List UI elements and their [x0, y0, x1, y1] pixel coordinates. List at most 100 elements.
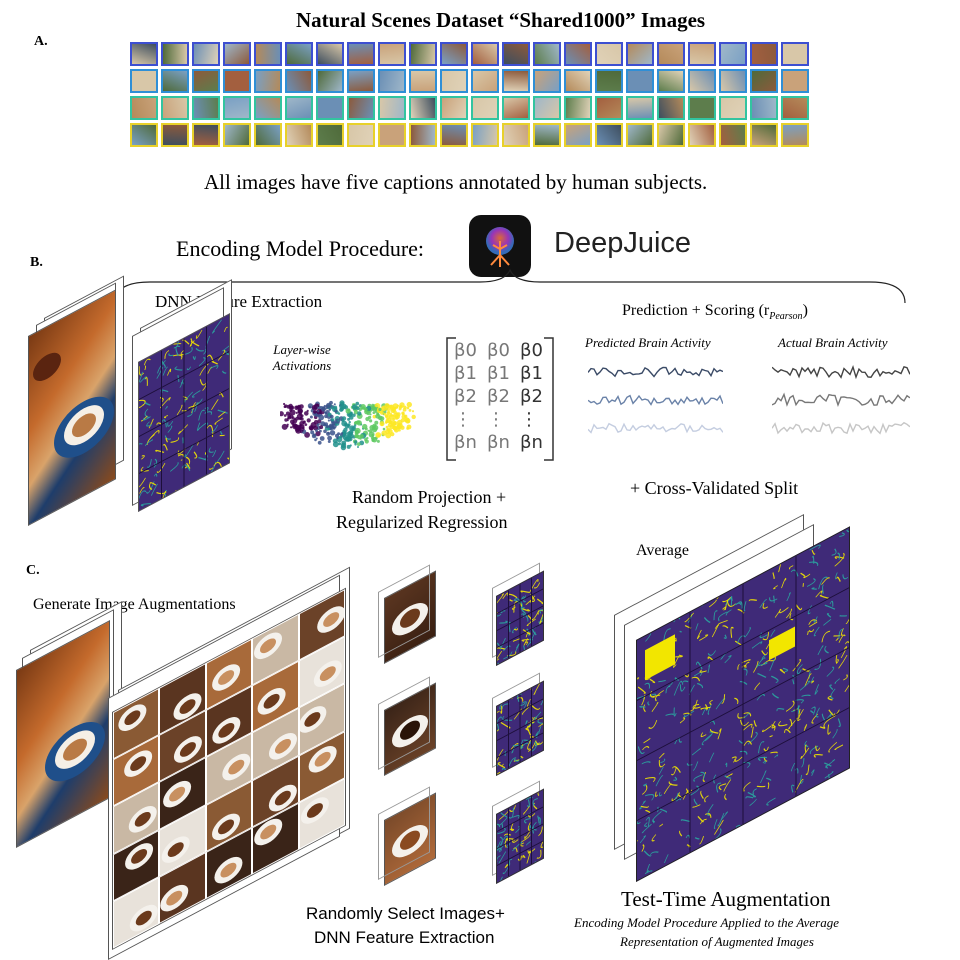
feature-stroke: [762, 603, 768, 609]
feature-stroke: [797, 709, 804, 722]
feature-stroke: [657, 806, 659, 813]
feature-stroke: [170, 437, 180, 443]
beta-coefficient: β1: [487, 363, 510, 384]
activation-point: [406, 424, 412, 430]
dataset-thumbnail: [378, 96, 406, 120]
dataset-thumbnail: [316, 123, 344, 147]
feature-stroke: [717, 728, 722, 740]
panel-a-caption: All images have five captions annotated …: [204, 170, 708, 194]
feature-stroke: [823, 618, 832, 626]
coffee-cup-icon: [124, 750, 153, 778]
activation-point: [383, 412, 387, 416]
dataset-thumbnail: [533, 42, 561, 66]
feature-stroke: [175, 345, 181, 357]
feature-stroke: [641, 761, 651, 765]
feature-stroke: [829, 600, 834, 607]
dataset-thumbnail: [254, 96, 282, 120]
activation-point: [398, 428, 401, 432]
dataset-thumbnail: [378, 42, 406, 66]
feature-stroke: [840, 646, 848, 658]
feature-stroke: [843, 674, 848, 681]
augmented-image: [113, 829, 160, 902]
activation-point: [356, 442, 361, 446]
feature-stroke: [711, 624, 719, 638]
feature-stroke: [512, 626, 517, 634]
feature-stroke: [535, 740, 540, 745]
feature-stroke: [170, 461, 179, 472]
feature-stroke: [208, 447, 214, 453]
feature-stroke: [750, 726, 754, 738]
feature-stroke: [157, 360, 166, 374]
feature-stroke: [774, 754, 779, 758]
feature-stroke: [801, 757, 805, 768]
feature-stroke: [824, 759, 836, 768]
feature-stroke: [643, 738, 651, 744]
activation-point: [320, 421, 326, 427]
coffee-cup-icon: [160, 884, 189, 912]
activation-point: [310, 422, 317, 428]
activation-point: [283, 414, 287, 417]
dataset-thumbnail: [719, 123, 747, 147]
feature-stroke: [655, 690, 664, 702]
feature-stroke: [150, 483, 158, 496]
feature-stroke: [679, 630, 682, 633]
feature-stroke: [537, 815, 540, 824]
feature-stroke: [837, 718, 841, 727]
activation-point: [294, 426, 301, 432]
dataset-thumbnail: [626, 69, 654, 93]
feature-stroke: [512, 638, 520, 642]
activation-point: [304, 432, 310, 438]
feature-stroke: [811, 706, 816, 715]
feature-stroke: [499, 701, 504, 710]
activation-point: [298, 417, 302, 421]
feature-stroke: [524, 613, 529, 622]
feature-stroke: [699, 835, 705, 845]
feature-stroke: [707, 804, 714, 816]
feature-stroke: [723, 779, 732, 792]
feature-stroke: [513, 628, 519, 631]
augmented-image: [298, 636, 345, 709]
activation-point: [349, 444, 352, 447]
feature-stroke: [144, 408, 149, 419]
dataset-thumbnail: [595, 69, 623, 93]
feature-stroke: [694, 706, 701, 709]
coffee-cup-icon: [173, 693, 202, 720]
feature-stroke: [806, 630, 809, 635]
activation-point: [333, 408, 336, 412]
dataset-thumbnail: [440, 123, 468, 147]
activation-point: [300, 424, 305, 429]
small-fmap-1: [490, 570, 549, 667]
dataset-thumbnail: [130, 69, 158, 93]
feature-stroke: [198, 357, 206, 367]
activation-point: [366, 436, 369, 440]
feature-stroke: [503, 651, 513, 660]
activation-point: [326, 402, 332, 409]
augmented-image: [159, 710, 206, 783]
augmented-image: [298, 683, 345, 756]
feature-stroke: [836, 576, 841, 582]
feature-stroke: [707, 650, 716, 656]
feature-stroke: [759, 632, 768, 639]
feature-stroke: [676, 798, 682, 802]
feature-stroke: [695, 661, 703, 670]
feature-stroke: [532, 802, 538, 810]
activation-point: [351, 404, 358, 410]
feature-stroke: [642, 784, 648, 795]
feature-stroke: [813, 616, 818, 623]
activation-point: [339, 407, 344, 412]
feature-stroke: [212, 319, 222, 334]
feature-stroke: [695, 623, 699, 631]
dataset-thumbnail: [502, 42, 530, 66]
activation-point: [315, 431, 321, 437]
dataset-thumbnail: [626, 96, 654, 120]
feature-stroke: [724, 775, 732, 779]
feature-stroke: [640, 805, 649, 808]
activation-point: [325, 424, 329, 429]
generate-augmentations-label: Generate Image Augmentations: [33, 596, 236, 613]
feature-stroke: [713, 819, 718, 829]
dataset-thumbnail: [781, 42, 809, 66]
feature-stroke: [206, 411, 213, 415]
feature-stroke: [742, 723, 753, 732]
feature-stroke: [523, 638, 529, 646]
dataset-thumbnail: [657, 96, 685, 120]
